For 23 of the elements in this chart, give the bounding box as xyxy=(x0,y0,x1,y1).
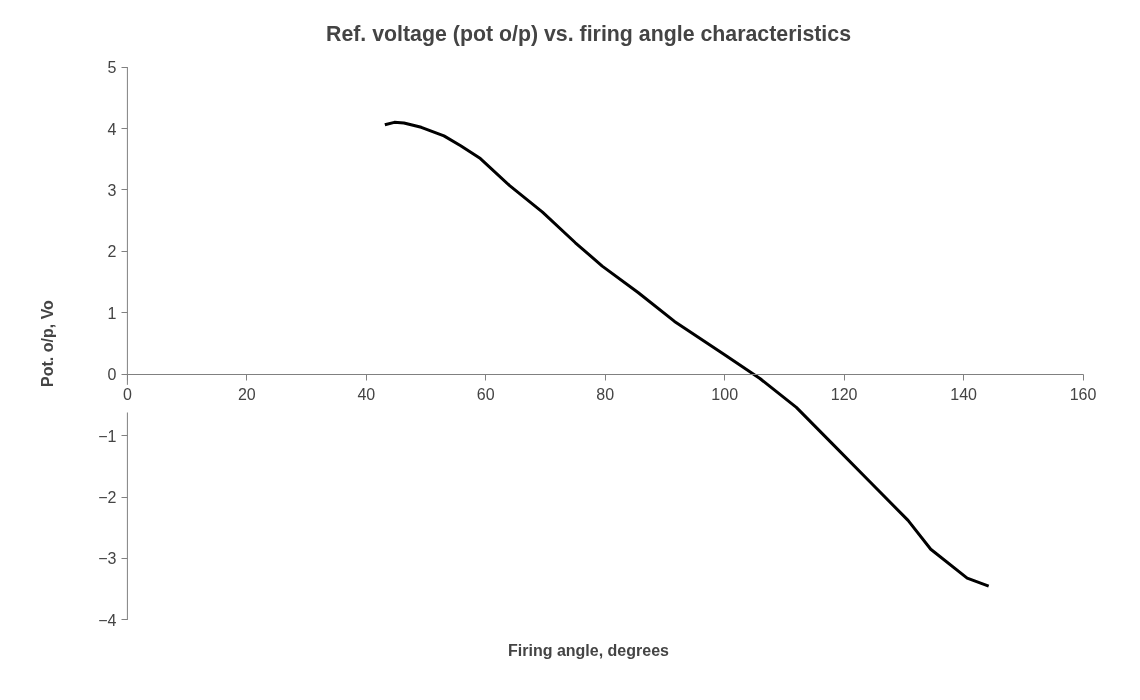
y-tick-label: 5 xyxy=(107,59,117,77)
y-tick-label: −2 xyxy=(98,489,117,507)
x-tick-label: 100 xyxy=(711,386,739,404)
x-axis-title: Firing angle, degrees xyxy=(508,641,670,659)
x-tick-label: 120 xyxy=(830,386,858,404)
y-axis-title: Pot. o/p, Vo xyxy=(38,299,56,387)
x-tick-label: 0 xyxy=(122,386,132,404)
y-tick-label: −4 xyxy=(98,611,117,629)
x-tick-label: 20 xyxy=(237,386,256,404)
x-tick-label: 140 xyxy=(950,386,978,404)
x-tick-label: 160 xyxy=(1069,386,1097,404)
y-tick-label: 3 xyxy=(107,181,117,199)
y-tick-label: 0 xyxy=(107,366,117,384)
x-tick-label: 40 xyxy=(357,386,376,404)
y-tick-label: 4 xyxy=(107,120,117,138)
y-tick-label: 1 xyxy=(107,304,117,322)
chart-title: Ref. voltage (pot o/p) vs. firing angle characteristics xyxy=(325,21,852,46)
y-tick-label: 2 xyxy=(107,243,117,261)
x-tick-label: 60 xyxy=(476,386,495,404)
x-tick-label: 80 xyxy=(596,386,615,404)
y-tick-label: −3 xyxy=(98,550,117,568)
y-tick-label: −1 xyxy=(98,427,117,445)
line-series xyxy=(383,120,991,588)
